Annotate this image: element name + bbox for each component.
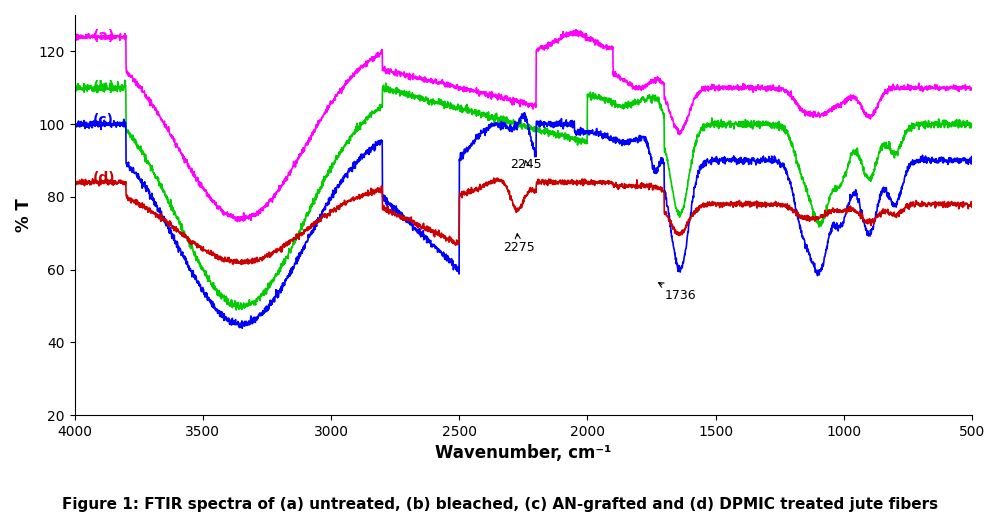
(a) (69, 31, 81, 37)
(a) (452, 85, 464, 91)
Text: 2275: 2275 (503, 234, 535, 254)
(b) (452, 105, 464, 111)
(c) (224, 318, 236, 324)
(b) (413, 94, 425, 100)
(b) (119, 77, 131, 84)
(c) (69, 118, 81, 124)
(c) (236, 325, 248, 331)
Text: (a): (a) (93, 30, 115, 44)
(c) (452, 265, 464, 271)
(b) (171, 215, 183, 221)
(d) (852, 210, 864, 216)
(a) (966, 87, 978, 93)
(d) (413, 221, 425, 227)
(b) (230, 307, 242, 313)
(a) (949, 84, 961, 90)
Line: (c): (c) (75, 113, 972, 328)
Text: 1736: 1736 (658, 283, 696, 302)
Line: (d): (d) (75, 178, 972, 264)
(d) (224, 258, 236, 264)
Line: (a): (a) (75, 30, 972, 222)
(d) (171, 228, 183, 234)
Text: (d): (d) (93, 171, 115, 185)
(b) (966, 121, 978, 128)
(d) (69, 179, 81, 185)
(c) (949, 157, 961, 163)
(b) (852, 153, 864, 159)
(d) (236, 261, 248, 267)
(a) (171, 143, 183, 149)
(a) (224, 211, 236, 217)
(a) (231, 218, 243, 225)
(d) (966, 204, 978, 211)
(c) (413, 229, 425, 236)
(c) (966, 158, 978, 165)
(d) (949, 199, 961, 206)
Text: Figure 1: FTIR spectra of (a) untreated, (b) bleached, (c) AN-grafted and (d) DP: Figure 1: FTIR spectra of (a) untreated,… (62, 497, 938, 512)
(b) (69, 86, 81, 92)
Line: (b): (b) (75, 80, 972, 310)
X-axis label: Wavenumber, cm⁻¹: Wavenumber, cm⁻¹ (435, 444, 611, 462)
(d) (452, 238, 464, 244)
Y-axis label: % T: % T (15, 198, 33, 232)
(d) (488, 175, 500, 181)
(a) (570, 26, 582, 33)
(b) (225, 302, 237, 308)
(c) (519, 110, 531, 116)
(a) (413, 76, 425, 82)
(b) (949, 123, 961, 129)
Text: (b): (b) (93, 80, 115, 94)
(c) (171, 239, 183, 245)
Text: (c): (c) (93, 113, 114, 127)
(c) (852, 199, 864, 206)
(a) (852, 98, 864, 104)
Text: 2245: 2245 (510, 158, 542, 171)
